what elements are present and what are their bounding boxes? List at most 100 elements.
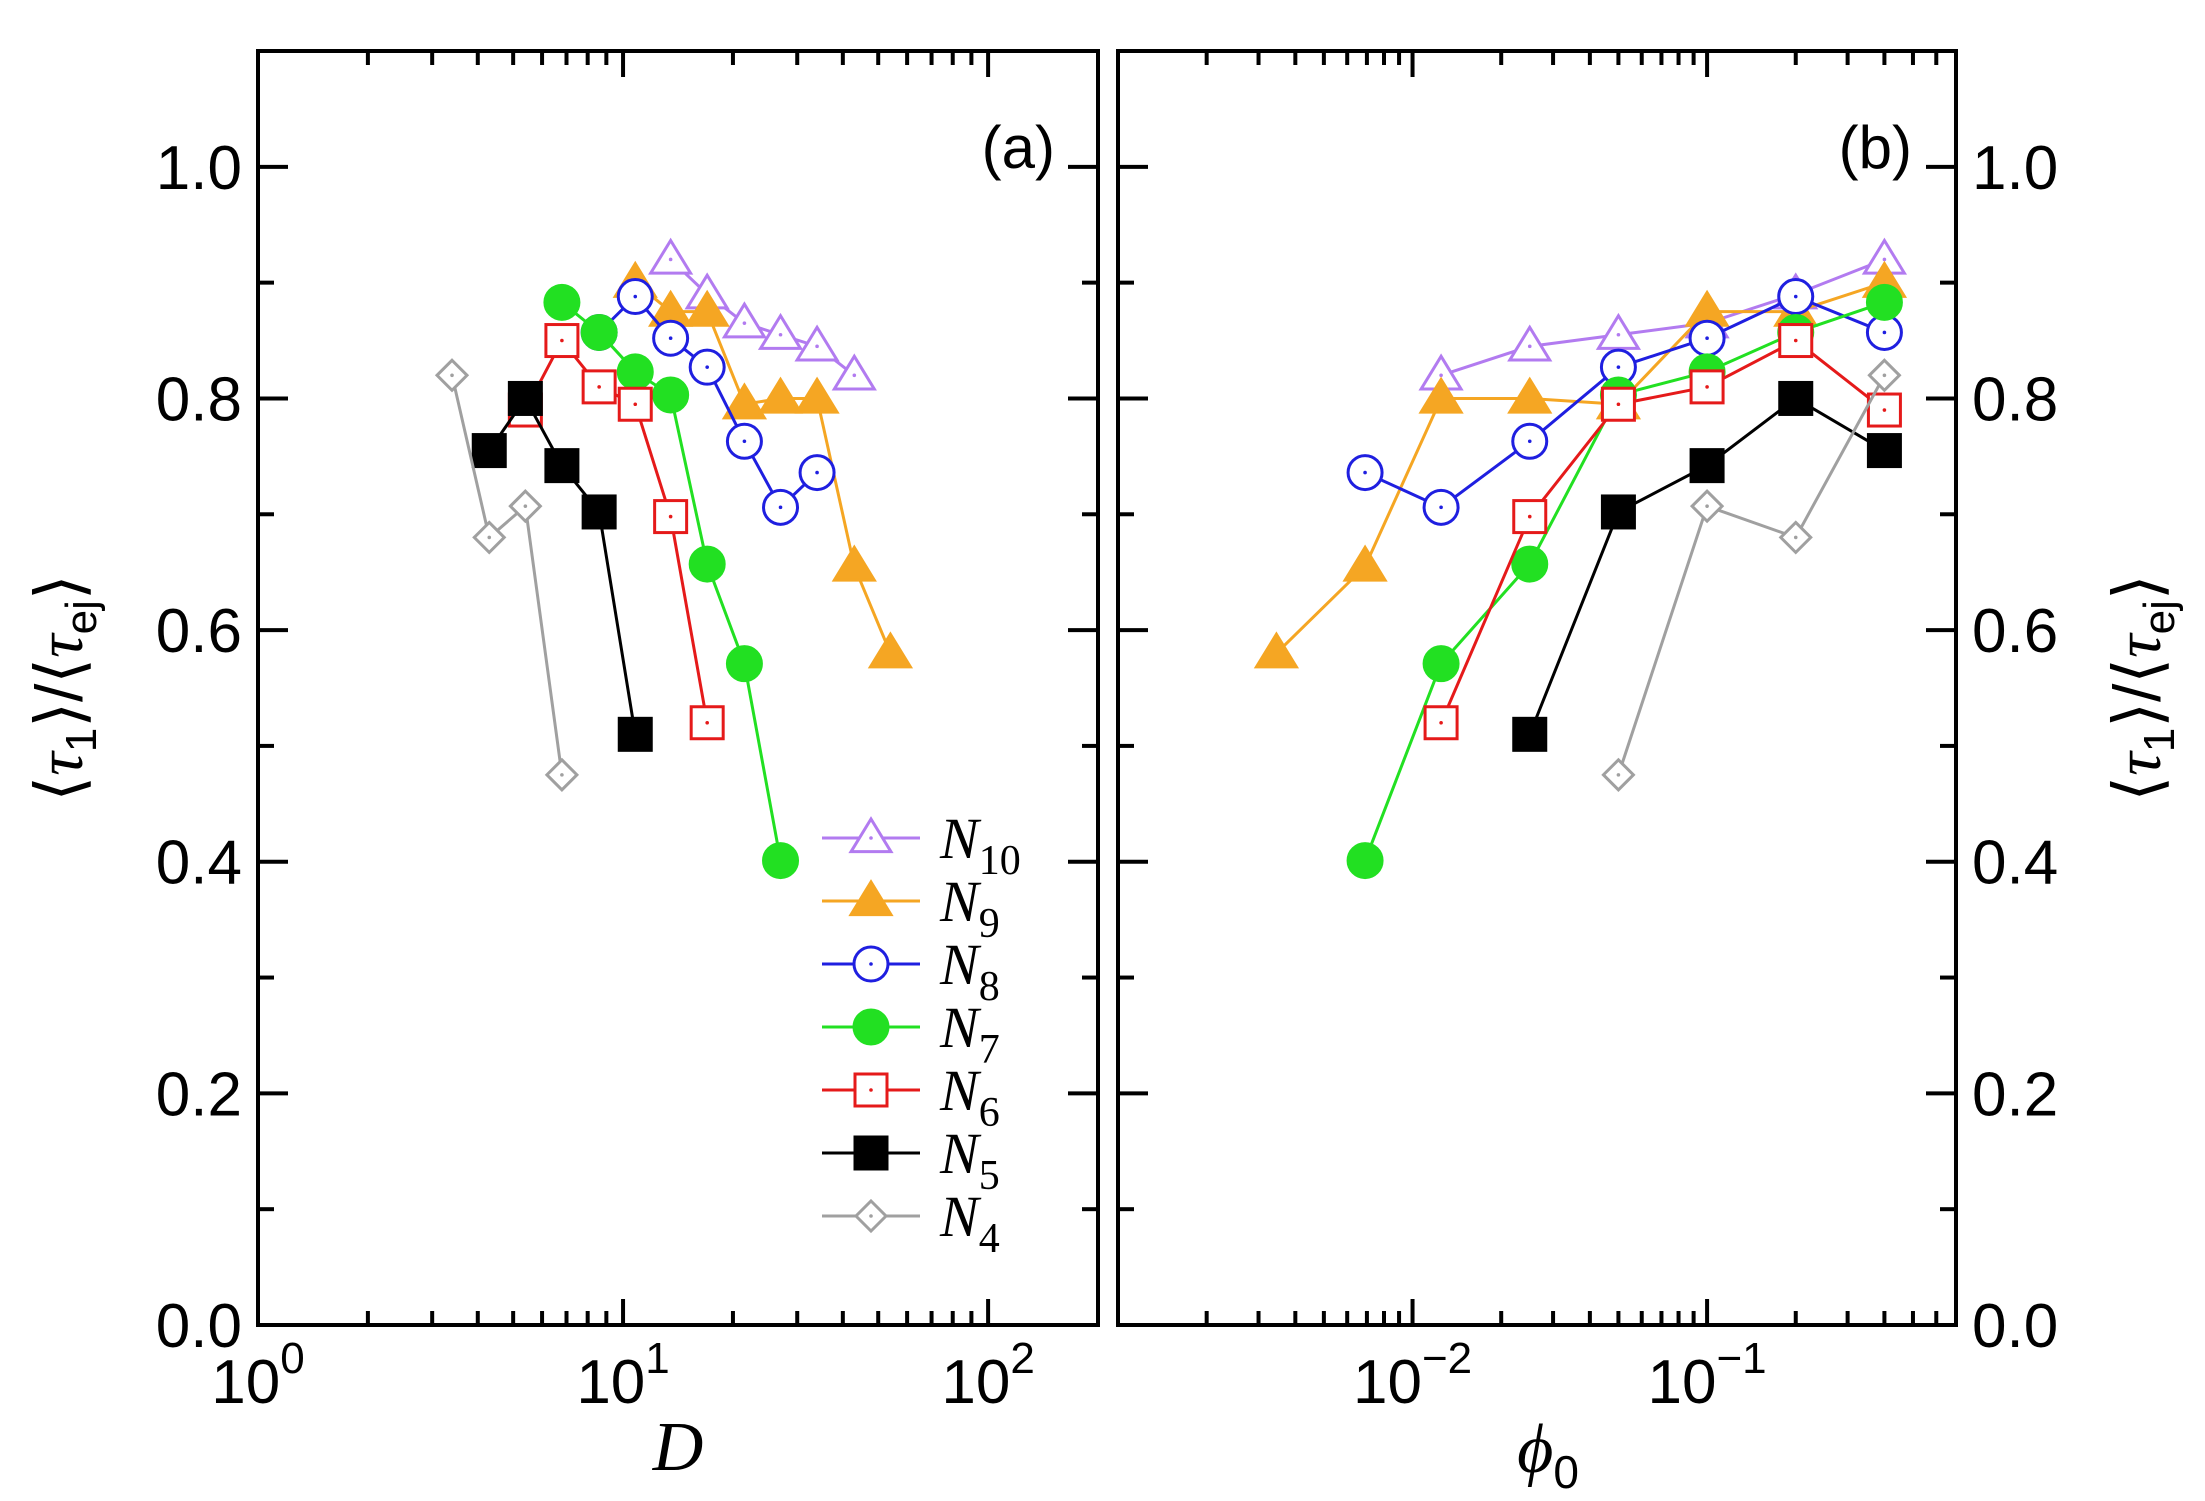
data-point xyxy=(1778,380,1814,416)
data-point xyxy=(1689,369,1725,405)
series-n8 xyxy=(1346,278,1903,526)
data-point xyxy=(757,312,804,350)
panel-a-y-axis-label: ⟨τ1⟩/⟨τej⟩ xyxy=(22,574,106,801)
y-tick-label: 0.4 xyxy=(1972,829,2058,898)
series-n5 xyxy=(1512,380,1902,752)
data-point xyxy=(1595,312,1642,350)
data-point-center xyxy=(1793,294,1798,299)
data-point-center xyxy=(705,365,709,369)
y-tick-label: 1.0 xyxy=(1972,134,2058,203)
data-point xyxy=(1600,386,1636,422)
data-point-center xyxy=(1616,773,1621,777)
data-point-center xyxy=(1882,408,1887,412)
svg-text:ϕ0: ϕ0 xyxy=(1517,1411,1579,1498)
data-point-center xyxy=(1527,439,1532,444)
series-line xyxy=(450,374,564,776)
series-n6 xyxy=(1423,323,1902,741)
data-point xyxy=(581,494,617,530)
panel-a-series xyxy=(434,237,914,880)
panel-a-frame xyxy=(256,49,1100,1327)
data-point-center xyxy=(668,336,673,341)
data-point xyxy=(507,380,543,416)
data-point-center xyxy=(1439,373,1443,378)
y-tick-label: 0.4 xyxy=(156,829,242,898)
data-point-center xyxy=(668,514,673,519)
data-point-center xyxy=(1705,336,1709,341)
data-point xyxy=(831,353,877,391)
data-point xyxy=(762,842,800,880)
legend-label: N8 xyxy=(939,932,1000,1010)
x-tick-label: 100 xyxy=(211,1334,304,1417)
legend-label: N9 xyxy=(939,869,1000,947)
data-point-center xyxy=(778,332,783,337)
data-point-center xyxy=(1882,373,1887,378)
data-point xyxy=(757,376,804,414)
data-point-center xyxy=(1705,385,1709,389)
data-point xyxy=(794,376,840,414)
data-point-center xyxy=(742,321,747,325)
series-line xyxy=(1616,374,1886,776)
x-tick-label: 102 xyxy=(941,1334,1034,1417)
data-point xyxy=(688,545,726,583)
y-tick-label: 0.6 xyxy=(156,597,242,666)
data-point-center xyxy=(1882,257,1887,262)
svg-text:⟨τ1⟩/⟨τej⟩: ⟨τ1⟩/⟨τej⟩ xyxy=(2100,574,2184,801)
data-point xyxy=(1507,376,1553,414)
data-point xyxy=(543,283,581,321)
data-point-center xyxy=(633,294,638,299)
data-point-center xyxy=(1527,514,1532,519)
data-point xyxy=(848,816,894,854)
data-point-center xyxy=(560,338,564,343)
x-tick-label: 10−1 xyxy=(1648,1334,1767,1417)
data-point-center xyxy=(869,962,873,966)
legend-label: N5 xyxy=(939,1121,1000,1199)
legend-item: N5 xyxy=(822,1121,1000,1199)
data-point-center xyxy=(1793,338,1798,343)
data-point-center xyxy=(1705,504,1709,508)
legend-item: N9 xyxy=(822,869,1000,947)
data-point xyxy=(721,382,768,420)
legend-item: N4 xyxy=(822,1184,1000,1262)
data-point-center xyxy=(523,504,528,508)
data-point xyxy=(471,433,507,469)
y-tick-label: 0.6 xyxy=(1972,597,2058,666)
data-point xyxy=(725,645,763,683)
data-point-center xyxy=(778,505,783,510)
data-point xyxy=(580,313,618,351)
data-point-center xyxy=(1527,344,1532,349)
data-point xyxy=(794,324,840,362)
data-point-center xyxy=(852,373,857,378)
data-point-center xyxy=(450,373,454,378)
data-point xyxy=(1865,283,1903,321)
data-point-center xyxy=(560,773,564,777)
x-tick-label: 10−2 xyxy=(1353,1334,1472,1417)
data-point xyxy=(617,716,653,752)
data-point-center xyxy=(1882,330,1887,335)
data-point xyxy=(1346,842,1384,880)
data-point-center xyxy=(742,439,747,444)
series-n4 xyxy=(434,358,580,792)
panel-b-series xyxy=(1253,237,1908,880)
legend-label: N10 xyxy=(939,806,1021,884)
data-point xyxy=(652,376,690,414)
data-point-center xyxy=(668,257,673,262)
data-point-center xyxy=(487,535,492,540)
panel-a-tick-labels: 100 101 102 0.0 0.2 0.4 0.6 0.8 1.0 xyxy=(156,134,1035,1417)
data-point xyxy=(1418,376,1464,414)
data-point-center xyxy=(815,470,819,475)
panel-b-x-axis-label: ϕ0 xyxy=(1517,1411,1579,1498)
data-point xyxy=(1866,433,1902,469)
data-point-center xyxy=(869,1214,873,1218)
y-tick-label: 0.0 xyxy=(1972,1292,2058,1361)
y-tick-label: 0.2 xyxy=(156,1060,242,1129)
data-point xyxy=(544,448,580,484)
data-point xyxy=(1342,544,1388,582)
legend-item: N8 xyxy=(822,932,1000,1010)
data-point-center xyxy=(1616,332,1621,337)
panel-a-label: (a) xyxy=(982,114,1055,181)
data-point xyxy=(1422,645,1460,683)
data-point-center xyxy=(1793,535,1798,540)
panel-b-ticks xyxy=(1116,49,1958,1327)
series-n7 xyxy=(543,283,800,880)
